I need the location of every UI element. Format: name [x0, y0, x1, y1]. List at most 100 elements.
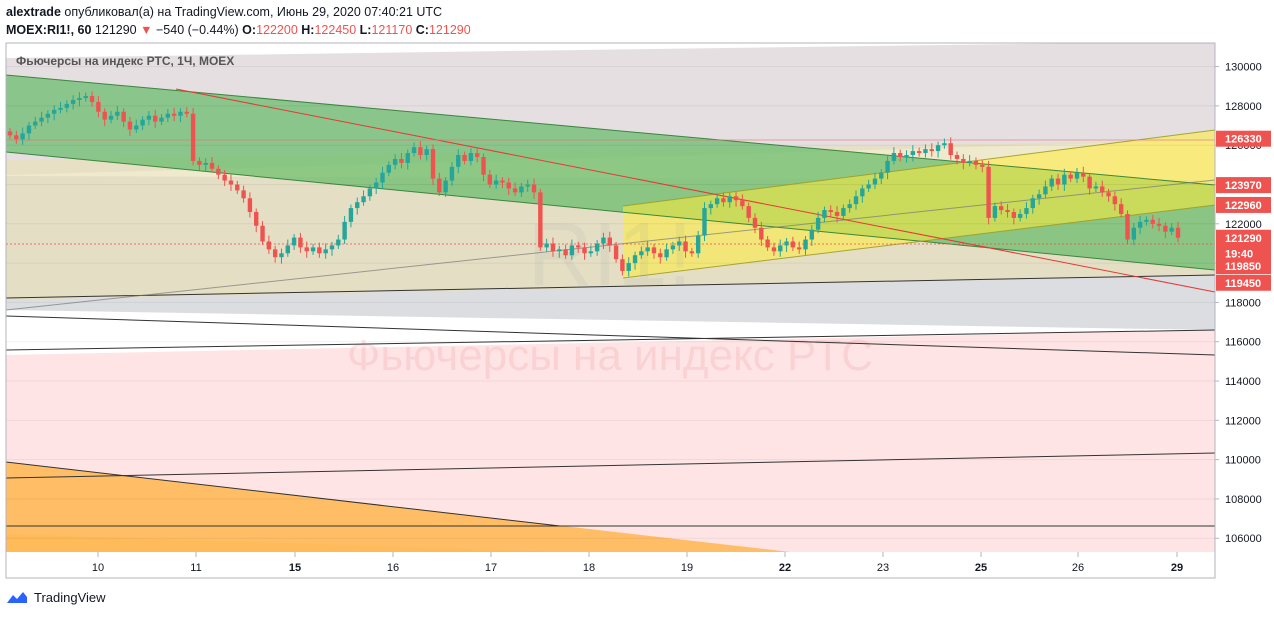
footer-brand[interactable]: TradingView: [6, 590, 106, 605]
price-label: 123970: [1216, 177, 1271, 194]
candle: [531, 178, 537, 199]
candle-body: [512, 188, 518, 193]
candle-body: [645, 247, 650, 252]
candle: [317, 242, 322, 258]
candle: [108, 110, 114, 124]
candle-body: [721, 198, 726, 203]
candle: [677, 236, 682, 251]
candle-body: [531, 184, 537, 193]
candle-body: [424, 149, 429, 156]
candle: [550, 237, 556, 257]
candle-body: [670, 245, 676, 250]
y-tick-label: 130000: [1225, 62, 1262, 74]
candle-body: [449, 166, 455, 181]
y-tick-label: 118000: [1225, 297, 1261, 309]
candle: [329, 241, 335, 256]
candle: [1055, 173, 1061, 191]
candle-body: [1163, 225, 1168, 232]
candle-body: [601, 237, 606, 244]
candle: [898, 149, 903, 162]
candle-body: [197, 160, 202, 165]
candle: [355, 197, 360, 215]
y-tick-label: 108000: [1225, 494, 1262, 506]
candle: [140, 116, 145, 131]
candle: [1144, 216, 1149, 226]
candle: [487, 169, 493, 189]
price-label: 122960: [1216, 196, 1271, 213]
candle: [538, 188, 543, 251]
candle-body: [759, 227, 764, 240]
candle-body: [266, 241, 272, 250]
candle-body: [803, 239, 808, 250]
candle: [563, 244, 568, 259]
candle: [992, 202, 998, 222]
candle-body: [784, 241, 789, 246]
close-value: 121290: [428, 23, 471, 37]
candle-body: [216, 168, 221, 175]
candle-body: [1100, 186, 1105, 193]
candle: [613, 241, 619, 263]
candle-body: [222, 174, 227, 181]
candle: [14, 130, 19, 144]
candle: [765, 235, 770, 251]
candle-body: [626, 263, 631, 271]
price-label-text: 123970: [1225, 180, 1262, 192]
candle-body: [563, 249, 568, 256]
high-value: 122450: [314, 23, 357, 37]
candle: [1074, 167, 1080, 184]
candle-body: [1024, 208, 1029, 214]
candle: [790, 236, 796, 251]
candle-body: [538, 192, 543, 248]
price-label-text: 121290: [1225, 233, 1262, 245]
time-axis[interactable]: 10 11 15 16 17 18 19 22 23 25 26 29: [92, 552, 1183, 574]
price-label-bg: [1216, 274, 1271, 291]
candle-body: [639, 251, 644, 256]
candle-body: [77, 98, 82, 100]
candle-body: [254, 212, 259, 226]
candle-body: [165, 113, 171, 118]
candle-body: [765, 239, 770, 248]
candle: [1017, 209, 1023, 222]
author-name[interactable]: alextrade: [6, 5, 61, 19]
candle: [260, 221, 265, 246]
candle: [266, 235, 272, 254]
candle-body: [1169, 227, 1174, 232]
candle: [651, 243, 657, 259]
candle-body: [879, 172, 884, 179]
candle-body: [519, 186, 524, 193]
candle-body: [683, 241, 688, 252]
candle: [468, 148, 474, 166]
candle-body: [822, 210, 827, 218]
candle: [171, 107, 177, 122]
candle-body: [487, 174, 493, 185]
candle: [493, 174, 499, 190]
candle: [500, 177, 505, 189]
candle-body: [291, 237, 297, 246]
candle: [929, 143, 934, 157]
candle-body: [525, 184, 530, 187]
candle: [658, 248, 663, 264]
candle: [601, 232, 606, 249]
price-label-bg: [1216, 130, 1271, 147]
candle-body: [310, 247, 316, 252]
candle: [45, 110, 51, 124]
candle-body: [1074, 172, 1080, 179]
brand-name: TradingView: [34, 590, 106, 605]
candle-body: [796, 247, 802, 250]
candle: [683, 235, 688, 258]
candle: [986, 160, 991, 225]
candle: [948, 137, 953, 160]
candle: [866, 179, 871, 192]
candle-body: [96, 101, 101, 112]
x-tick-label: 15: [289, 562, 301, 574]
candle: [279, 248, 284, 264]
candle-body: [51, 109, 57, 114]
candle-body: [872, 178, 878, 185]
candle: [695, 230, 701, 258]
candle: [759, 221, 764, 247]
candle-body: [83, 96, 88, 99]
candle: [1062, 168, 1067, 191]
x-tick-label: 19: [681, 562, 693, 574]
